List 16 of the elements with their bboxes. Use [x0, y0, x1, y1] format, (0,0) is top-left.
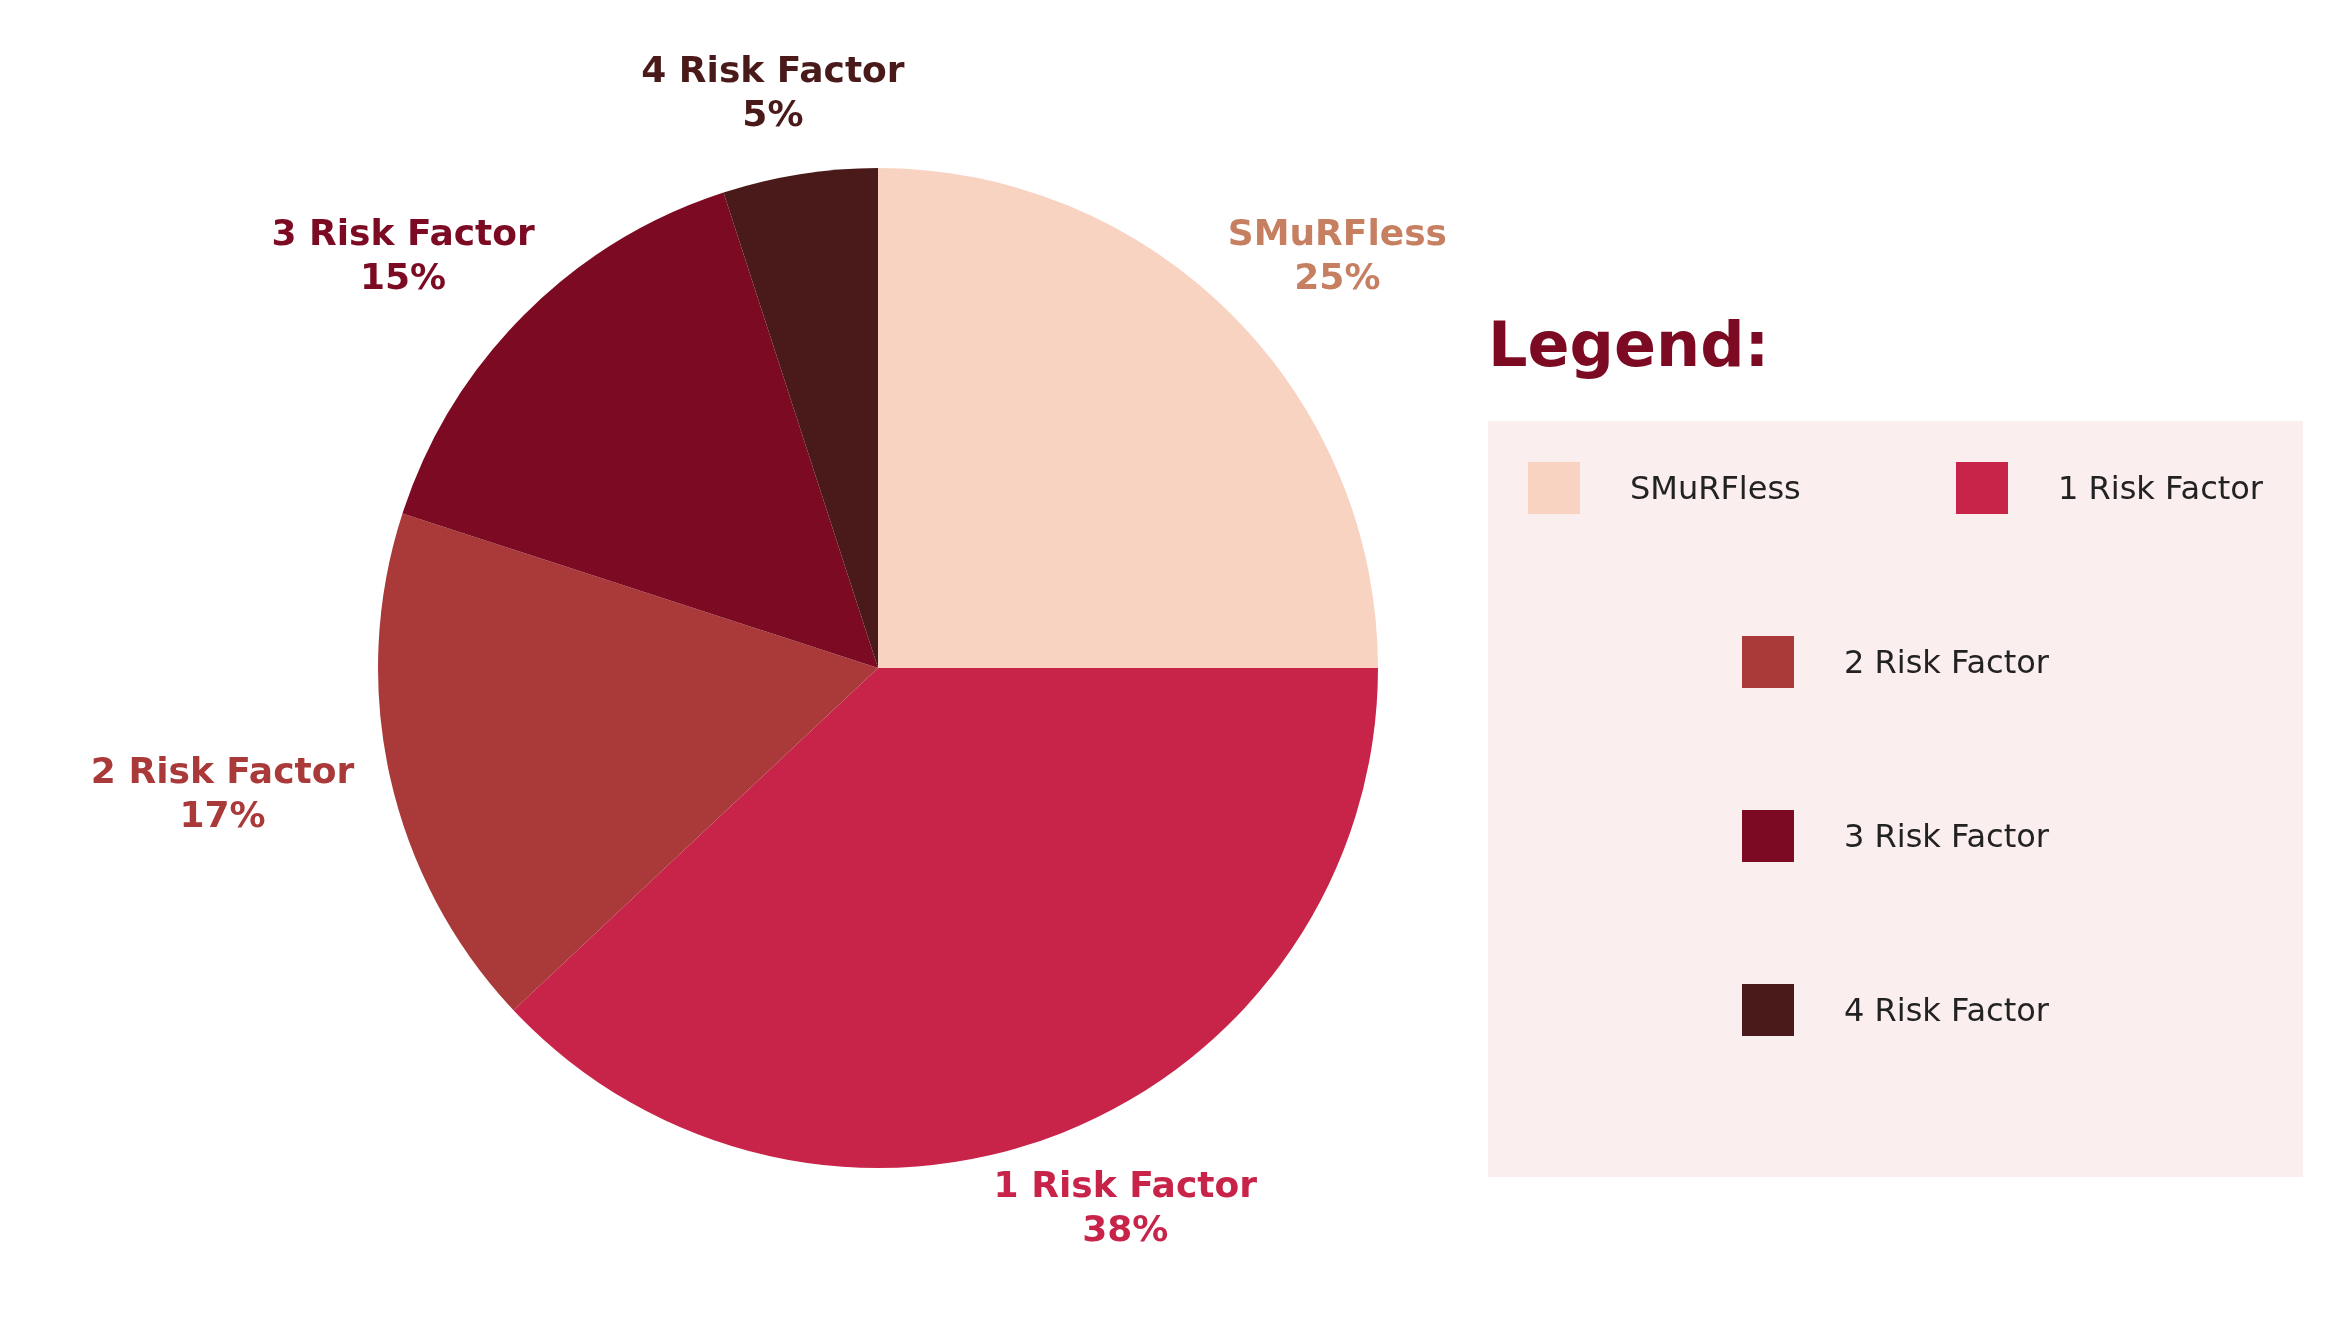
- data-label: 5%: [742, 92, 804, 134]
- slice-label: 2 Risk Factor: [90, 750, 355, 792]
- legend-label: 1 Risk Factor: [2058, 469, 2263, 507]
- data-label: 25%: [1294, 255, 1381, 297]
- data-label: 17%: [179, 794, 266, 836]
- legend-label: SMuRFless: [1630, 469, 1801, 507]
- slice-label: 1 Risk Factor: [993, 1164, 1258, 1206]
- slice-label: SMuRFless: [1227, 211, 1448, 253]
- legend-label: 4 Risk Factor: [1844, 991, 2049, 1029]
- slice-label: 4 Risk Factor: [641, 48, 905, 90]
- data-label: 38%: [1082, 1208, 1169, 1250]
- legend-label: 2 Risk Factor: [1844, 643, 2049, 681]
- legend-title: Legend:: [1488, 308, 1771, 381]
- data-label: 15%: [359, 255, 447, 297]
- slice-label: 3 Risk Factor: [271, 211, 535, 253]
- legend-label: 3 Risk Factor: [1844, 817, 2049, 855]
